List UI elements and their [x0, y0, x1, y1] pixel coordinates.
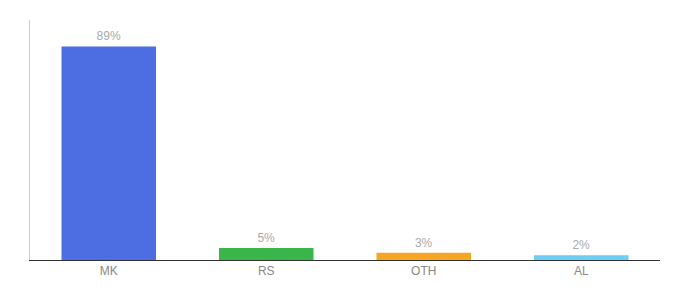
svg-text:RS: RS [258, 264, 275, 278]
svg-text:89%: 89% [97, 29, 121, 43]
svg-text:OTH: OTH [411, 264, 436, 278]
svg-text:MK: MK [100, 264, 118, 278]
svg-text:3%: 3% [415, 236, 433, 250]
svg-text:5%: 5% [257, 231, 275, 245]
svg-text:2%: 2% [572, 238, 590, 252]
svg-text:AL: AL [574, 264, 589, 278]
